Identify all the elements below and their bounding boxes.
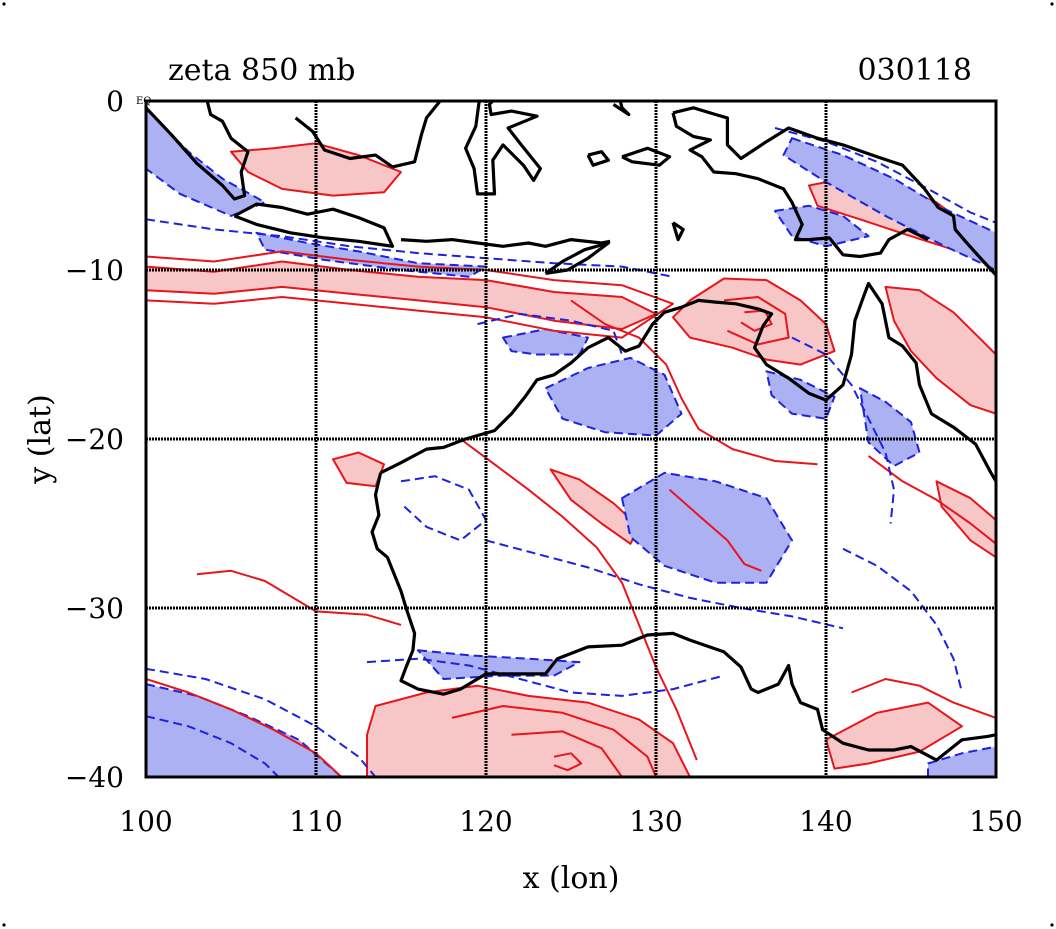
coastline-australia-south-coast bbox=[370, 472, 996, 762]
y-tick-label-10: −10 bbox=[65, 254, 124, 287]
positive-vorticity-area-bass-strait bbox=[825, 701, 963, 770]
negative-vorticity-contour-pilbara bbox=[400, 475, 487, 542]
plot-area bbox=[146, 101, 996, 777]
x-tick-label-130: 130 bbox=[629, 805, 682, 838]
coastline-sumatra bbox=[146, 101, 250, 201]
y-tick-label-30: −30 bbox=[65, 592, 124, 625]
positive-vorticity-contour-southern-ocean-ring-1 bbox=[435, 705, 657, 777]
gridline-layer bbox=[146, 101, 996, 777]
x-tick-label-120: 120 bbox=[459, 805, 512, 838]
negative-vorticity-contour-south-west-inner bbox=[146, 715, 280, 777]
positive-vorticity-contour-tasman-outline bbox=[851, 678, 996, 719]
y-tick-label-20: −20 bbox=[65, 423, 124, 456]
positive-vorticity-contour-frontal-streak bbox=[459, 438, 698, 761]
corner-marker-top-right bbox=[1050, 2, 1054, 6]
x-tick-label-140: 140 bbox=[799, 805, 852, 838]
positive-vorticity-contour-southern-ocean-core bbox=[553, 752, 583, 772]
x-axis-label: x (lon) bbox=[523, 861, 620, 896]
corner-marker-top-left bbox=[2, 2, 6, 6]
positive-vorticity-contour-carpentaria-inner-ring bbox=[723, 296, 790, 346]
y-tick-label-40: −40 bbox=[65, 761, 124, 794]
positive-vorticity-area-coral-sea bbox=[884, 285, 996, 415]
positive-vorticity-area-tasman-sea bbox=[935, 480, 996, 559]
positive-vorticity-contour-carpentaria-core bbox=[740, 309, 773, 332]
negative-vorticity-contour-central-band bbox=[485, 539, 844, 630]
coastline-buru bbox=[586, 150, 610, 167]
negative-vorticity-area-off-java bbox=[255, 231, 487, 278]
corner-marker-bottom-left bbox=[2, 923, 6, 927]
plot-frame bbox=[144, 99, 998, 779]
positive-vorticity-contour-interior-streak bbox=[668, 488, 762, 572]
chart-title: zeta 850 mb bbox=[168, 53, 356, 88]
x-tick-label-100: 100 bbox=[119, 805, 172, 838]
negative-vorticity-fill-layer bbox=[146, 106, 996, 777]
positive-vorticity-contour-south-west-swell bbox=[146, 678, 343, 777]
equator-corner-label: EQ bbox=[136, 96, 152, 107]
negative-vorticity-area-kimberley bbox=[544, 356, 683, 437]
coastline-seram bbox=[621, 146, 672, 167]
positive-vorticity-contour-southern-ocean-ring-2 bbox=[494, 730, 623, 777]
coastline-tanimbar bbox=[671, 221, 685, 242]
negative-vorticity-contour-queensland-band bbox=[791, 336, 895, 524]
negative-vorticity-area-interior bbox=[621, 471, 793, 584]
coastline-sulawesi bbox=[464, 101, 542, 196]
negative-vorticity-contour-southern-ocean-south bbox=[366, 657, 725, 697]
x-tick-label-110: 110 bbox=[289, 805, 342, 838]
coastline-australia bbox=[379, 281, 996, 483]
negative-vorticity-area-north-east-streak bbox=[782, 137, 996, 271]
coastline-layer bbox=[146, 101, 996, 777]
coastline-nusa-tenggara bbox=[400, 238, 611, 248]
positive-vorticity-contour-trough-streak bbox=[570, 299, 818, 466]
negative-vorticity-area-great-australian-bight bbox=[417, 649, 581, 680]
x-tick-labels: 100 110 120 130 140 150 bbox=[119, 805, 1022, 838]
positive-vorticity-contour-indian-ocean-streak bbox=[196, 569, 402, 626]
positive-vorticity-contour-north-west-band-outline bbox=[146, 250, 674, 339]
negative-vorticity-contour-timor-outline bbox=[477, 312, 623, 355]
negative-vorticity-area-indian-ocean-west bbox=[146, 106, 266, 217]
corner-marker-bottom-right bbox=[1050, 923, 1054, 927]
coastline-new-guinea-south-coast bbox=[671, 112, 929, 259]
coastline-java bbox=[233, 202, 395, 248]
negative-vorticity-area-arafura bbox=[765, 370, 836, 420]
y-tick-label-0: 0 bbox=[106, 85, 124, 118]
negative-vorticity-area-cape-york bbox=[859, 387, 921, 467]
negative-vorticity-contour-equatorial-belt bbox=[146, 218, 674, 278]
negative-vorticity-contour-south-west-ring bbox=[146, 667, 377, 777]
positive-vorticity-area-gulf-of-carpentaria-low bbox=[672, 277, 836, 366]
negative-vorticity-area-indian-ocean-south-west bbox=[146, 683, 343, 777]
positive-vorticity-contour-layer bbox=[146, 250, 996, 777]
y-tick-labels: 0 −10 −20 −30 −40 bbox=[65, 85, 124, 794]
coastline-borneo bbox=[294, 101, 442, 169]
y-axis-label: y (lat) bbox=[23, 394, 58, 484]
coastline-new-guinea bbox=[672, 106, 996, 277]
coastline-halmahera bbox=[612, 101, 631, 117]
x-tick-label-150: 150 bbox=[969, 805, 1022, 838]
negative-vorticity-area-south-east-corner bbox=[927, 745, 996, 777]
date-label: 030118 bbox=[857, 53, 972, 88]
